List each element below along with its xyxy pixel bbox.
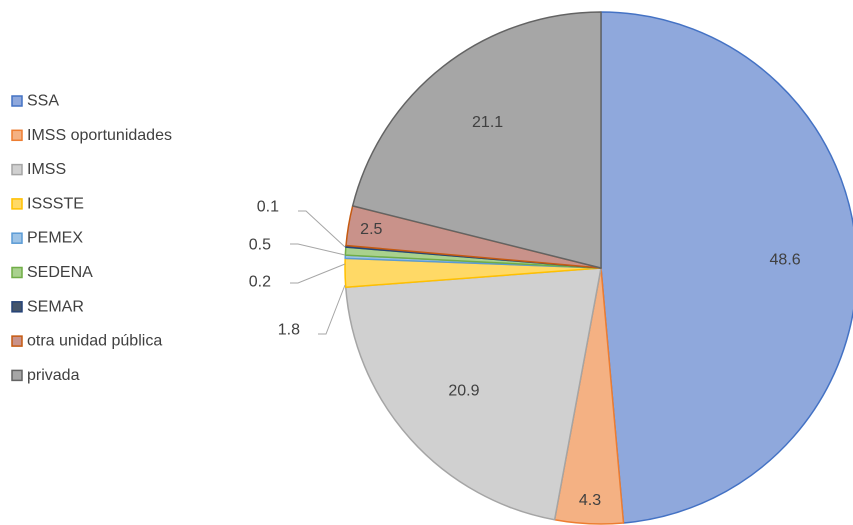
legend-item-imss-oportunidades: IMSS oportunidades (11, 127, 172, 144)
legend-item-ssa: SSA (11, 93, 59, 110)
data-labels: 48.6 4.3 20.9 1.8 0.2 0.5 0.1 2.5 21.1 (249, 114, 801, 509)
data-label-imss-oportunidades: 4.3 (579, 492, 601, 509)
leader-line-issste (318, 284, 346, 335)
legend-label: SSA (27, 93, 59, 110)
legend-label: SEMAR (27, 298, 84, 315)
legend-swatch (11, 301, 23, 313)
data-label-otra-unidad-publica: 2.5 (360, 221, 382, 238)
legend-swatch (11, 335, 23, 347)
legend-item-pemex: PEMEX (11, 230, 83, 247)
pie-slices (344, 11, 853, 525)
data-label-pemex: 0.2 (249, 274, 271, 291)
legend-item-issste: ISSSTE (11, 195, 84, 212)
legend-swatch (11, 129, 23, 142)
legend-item-sedena: SEDENA (11, 264, 93, 281)
legend-label: privada (27, 367, 80, 384)
legend-item-semar: SEMAR (11, 298, 84, 315)
legend-item-privada: privada (11, 367, 80, 384)
legend: SSA IMSS oportunidades IMSS ISSSTE PEMEX SEDE… (11, 93, 172, 384)
data-label-imss: 20.9 (448, 383, 479, 400)
legend-item-imss: IMSS (11, 161, 66, 178)
leader-line-sedena (290, 243, 346, 256)
data-label-ssa: 48.6 (770, 251, 801, 268)
leader-lines (290, 210, 346, 335)
pie-slice-imss (344, 267, 602, 521)
legend-swatch (11, 369, 23, 382)
legend-item-otra-unidad-publica: otra unidad pública (11, 333, 162, 350)
data-label-semar: 0.1 (257, 199, 279, 216)
data-label-issste: 1.8 (278, 322, 300, 339)
legend-label: PEMEX (27, 230, 83, 247)
legend-swatch (11, 266, 23, 279)
legend-swatch (11, 198, 23, 210)
legend-label: ISSSTE (27, 195, 84, 212)
legend-label: SEDENA (27, 264, 93, 281)
legend-label: IMSS oportunidades (27, 127, 172, 144)
leader-line-pemex (290, 263, 346, 284)
legend-swatch (11, 163, 23, 176)
legend-swatch (11, 95, 23, 107)
leader-line-semar (298, 210, 346, 248)
legend-label: otra unidad pública (27, 333, 162, 350)
pie-slice-privada (351, 11, 602, 269)
data-label-sedena: 0.5 (249, 237, 271, 254)
legend-swatch (11, 232, 23, 244)
data-label-privada: 21.1 (472, 114, 503, 131)
legend-label: IMSS (27, 161, 66, 178)
pie-slice-ssa (600, 11, 853, 524)
